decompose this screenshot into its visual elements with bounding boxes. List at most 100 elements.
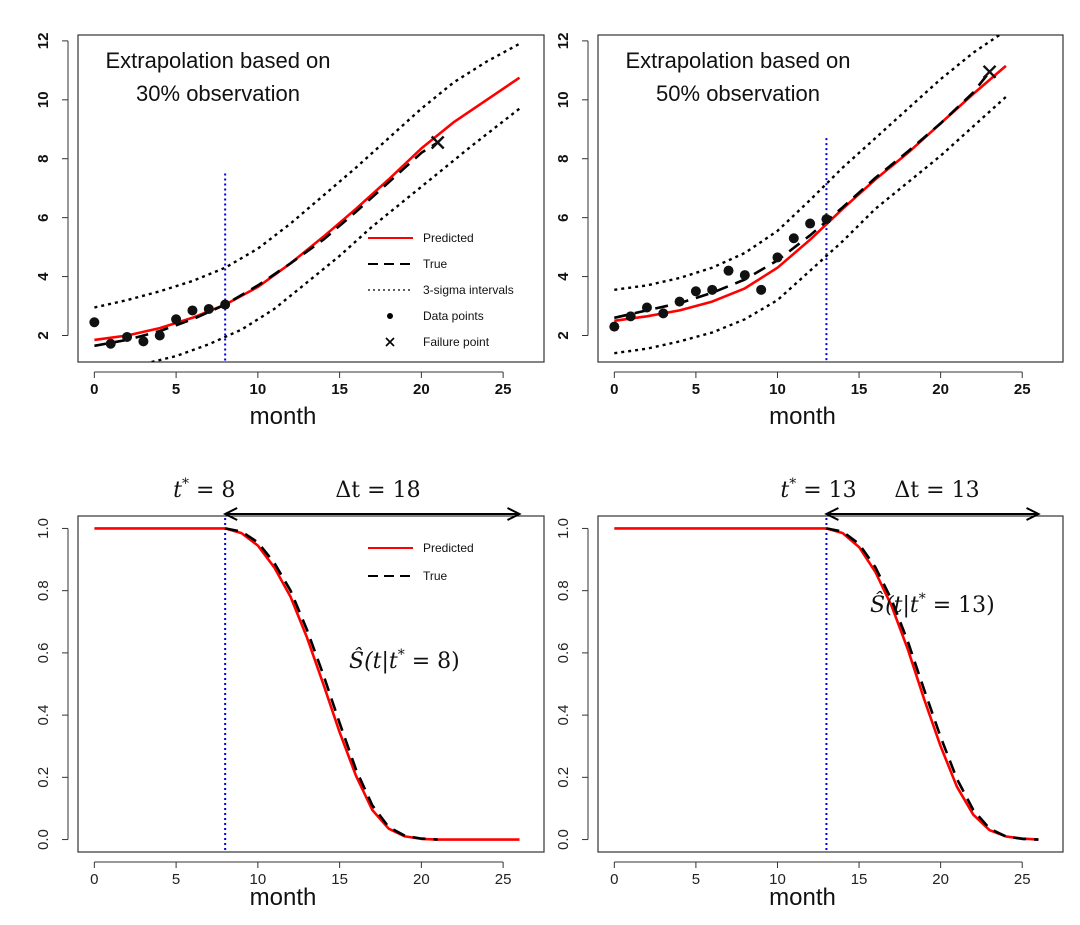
- series-line-3-sigma-intervals: [614, 96, 1007, 355]
- y-tick-label: 4: [35, 272, 52, 281]
- y-tick-label: 0.2: [555, 767, 572, 788]
- x-tick-label: 5: [692, 381, 700, 398]
- legend-swatch-failure: [385, 337, 395, 347]
- x-tick-label: 0: [90, 871, 98, 888]
- x-tick-label: 25: [1014, 381, 1031, 398]
- interval-arrow-left-head: [824, 507, 839, 521]
- data-point: [690, 286, 701, 297]
- plot-frame: [77, 515, 545, 853]
- x-tick-label: 15: [331, 871, 348, 888]
- annotation-line-2: 50% observation: [656, 81, 820, 106]
- series-line-predicted: [94, 527, 520, 841]
- legend-label: Predicted: [423, 231, 474, 245]
- y-tick-label: 0.6: [35, 642, 52, 663]
- panel-survival-t8: 0 5 10 15 20 25 0.0 0.2 0.4 0.6 0.8 1.0 month Predict…: [35, 476, 545, 911]
- panel-50pct-extrapolation: 0 5 10 15 20 25 2 4 6 8 10 12 month Extrapolation bas…: [555, 33, 1064, 430]
- x-tick-label: 5: [692, 871, 700, 888]
- x-tick-label: 25: [1014, 871, 1031, 888]
- delta-t-label: Δt = 18: [335, 478, 420, 503]
- x-tick-label: 25: [495, 381, 512, 398]
- y-tick-label: 0.8: [555, 580, 572, 601]
- y-tick-label: 8: [555, 155, 572, 163]
- plot-frame: [77, 34, 545, 363]
- y-tick-label: 0.0: [555, 829, 572, 850]
- data-layer: [614, 518, 1039, 852]
- x-tick-label: 20: [413, 381, 430, 398]
- delta-t-label: Δt = 13: [894, 478, 979, 503]
- data-point: [821, 214, 832, 225]
- legend-label: Predicted: [423, 541, 474, 555]
- x-axis-label: month: [769, 403, 836, 430]
- data-point: [658, 308, 669, 319]
- data-point: [220, 299, 231, 310]
- data-point: [723, 265, 734, 276]
- y-tick-label: 10: [555, 91, 572, 108]
- x-tick-label: 25: [495, 871, 512, 888]
- y-tick-label: 0.4: [555, 705, 572, 726]
- y-tick-label: 6: [35, 213, 52, 221]
- data-point: [772, 252, 783, 263]
- x-axis-label: month: [250, 403, 317, 430]
- x-tick-label: 15: [851, 381, 868, 398]
- data-point: [625, 311, 636, 322]
- series-line-true: [94, 141, 439, 348]
- data-point: [203, 303, 214, 314]
- series-line-true: [826, 527, 1039, 841]
- y-tick-label: 10: [35, 91, 52, 108]
- annotation-line-1: Extrapolation based on: [105, 48, 330, 73]
- y-tick-label: 8: [35, 155, 52, 163]
- x-tick-label: 0: [610, 871, 618, 888]
- data-point: [788, 233, 799, 244]
- survival-curve-label: Ŝ(t|t* = 8): [349, 647, 460, 674]
- x-tick-label: 10: [250, 381, 267, 398]
- t-star-label: t* = 8: [173, 476, 235, 503]
- interval-arrow-right-head: [1026, 507, 1041, 521]
- y-tick-label: 0.2: [35, 767, 52, 788]
- x-axis-label: month: [769, 884, 836, 911]
- y-tick-label: 0.6: [555, 642, 572, 663]
- legend-swatch-data-points: [387, 313, 393, 319]
- data-point: [674, 296, 685, 307]
- data-point: [739, 270, 750, 281]
- x-tick-label: 15: [851, 871, 868, 888]
- legend-label: Data points: [423, 309, 484, 323]
- data-point: [171, 314, 182, 325]
- y-tick-label: 1.0: [555, 518, 572, 539]
- data-layer: [94, 518, 520, 852]
- y-tick-label: 0.0: [35, 829, 52, 850]
- y-tick-label: 6: [555, 213, 572, 221]
- data-point: [122, 331, 133, 342]
- data-point: [805, 218, 816, 229]
- data-point: [609, 321, 620, 332]
- data-point: [89, 317, 100, 328]
- series-line-true: [224, 527, 438, 841]
- panel-30pct-extrapolation: 0 5 10 15 20 25 2 4 6 8 10 12 month Extrapolation bas…: [35, 33, 545, 430]
- plot-frame: [597, 34, 1064, 363]
- legend-label: 3-sigma intervals: [423, 283, 514, 297]
- x-axis-label: month: [250, 884, 317, 911]
- y-tick-label: 12: [555, 33, 572, 50]
- data-layer: [609, 35, 1007, 362]
- interval-arrow-left-head: [222, 507, 238, 521]
- panel-survival-t13: 0 5 10 15 20 25 0.0 0.2 0.4 0.6 0.8 1.0 month t* = 13…: [555, 476, 1064, 911]
- y-tick-label: 4: [555, 272, 572, 281]
- series-line-3-sigma-intervals: [151, 107, 521, 362]
- data-point: [756, 284, 767, 295]
- x-tick-label: 0: [610, 381, 618, 398]
- y-tick-label: 1.0: [35, 518, 52, 539]
- failure-point: [982, 64, 997, 79]
- x-tick-label: 10: [769, 871, 786, 888]
- x-tick-label: 10: [250, 871, 267, 888]
- legend-label: True: [423, 569, 448, 583]
- data-point: [105, 338, 116, 349]
- legend-label: Failure point: [423, 335, 490, 349]
- x-tick-label: 20: [932, 871, 949, 888]
- x-tick-label: 20: [932, 381, 949, 398]
- t-star-label: t* = 13: [780, 476, 856, 503]
- legend-label: True: [423, 257, 448, 271]
- x-tick-label: 10: [769, 381, 786, 398]
- annotation-line-2: 30% observation: [136, 81, 300, 106]
- annotation-line-1: Extrapolation based on: [625, 48, 850, 73]
- y-tick-label: 2: [35, 331, 52, 339]
- data-point: [707, 284, 718, 295]
